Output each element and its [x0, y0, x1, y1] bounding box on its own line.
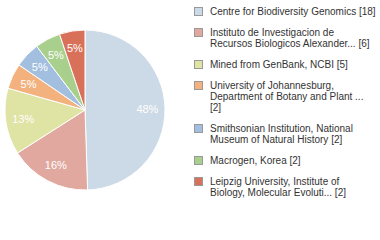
data-label: 5%: [48, 49, 64, 61]
chart: 48%16%13%5%5%5%5% Centre for Biodiversit…: [0, 0, 380, 240]
data-label: 13%: [12, 113, 34, 125]
legend-swatch: [194, 60, 203, 69]
legend-entry: Macrogen, Korea [2]: [194, 155, 376, 166]
legend-entry: Mined from GenBank, NCBI [5]: [194, 59, 376, 70]
legend-label: University of Johannesburg, Department o…: [210, 80, 363, 113]
data-label: 5%: [21, 78, 37, 90]
legend-label: Leipzig University, Institute of Biology…: [210, 176, 346, 198]
legend-label: Instituto de Investigacion de Recursos B…: [210, 27, 370, 49]
legend-swatch: [194, 156, 203, 165]
legend-label: Centre for Biodiversity Genomics [18]: [210, 6, 376, 17]
legend-label: Smithsonian Institution, National Museum…: [210, 123, 353, 145]
legend-swatch: [194, 81, 203, 90]
data-label: 48%: [136, 103, 158, 115]
legend-label: Macrogen, Korea [2]: [210, 155, 301, 166]
data-labels: 48%16%13%5%5%5%5%: [12, 42, 158, 171]
legend-label: Mined from GenBank, NCBI [5]: [210, 59, 348, 70]
legend-entry: Instituto de Investigacion de Recursos B…: [194, 27, 376, 49]
legend-entry: Smithsonian Institution, National Museum…: [194, 123, 376, 145]
pie-slice: [60, 30, 85, 110]
legend-swatch: [194, 28, 203, 37]
data-label: 5%: [67, 42, 83, 54]
legend-entry: University of Johannesburg, Department o…: [194, 80, 376, 113]
legend-swatch: [194, 177, 203, 186]
legend: Centre for Biodiversity Genomics [18] Ins…: [194, 6, 378, 208]
legend-entry: Leipzig University, Institute of Biology…: [194, 176, 376, 198]
legend-swatch: [194, 124, 203, 133]
legend-entry: Centre for Biodiversity Genomics [18]: [194, 6, 376, 17]
pie-plot: 48%16%13%5%5%5%5%: [0, 0, 190, 240]
data-label: 5%: [32, 61, 48, 73]
legend-swatch: [194, 7, 203, 16]
pie-slice: [85, 30, 165, 190]
data-label: 16%: [45, 159, 67, 171]
